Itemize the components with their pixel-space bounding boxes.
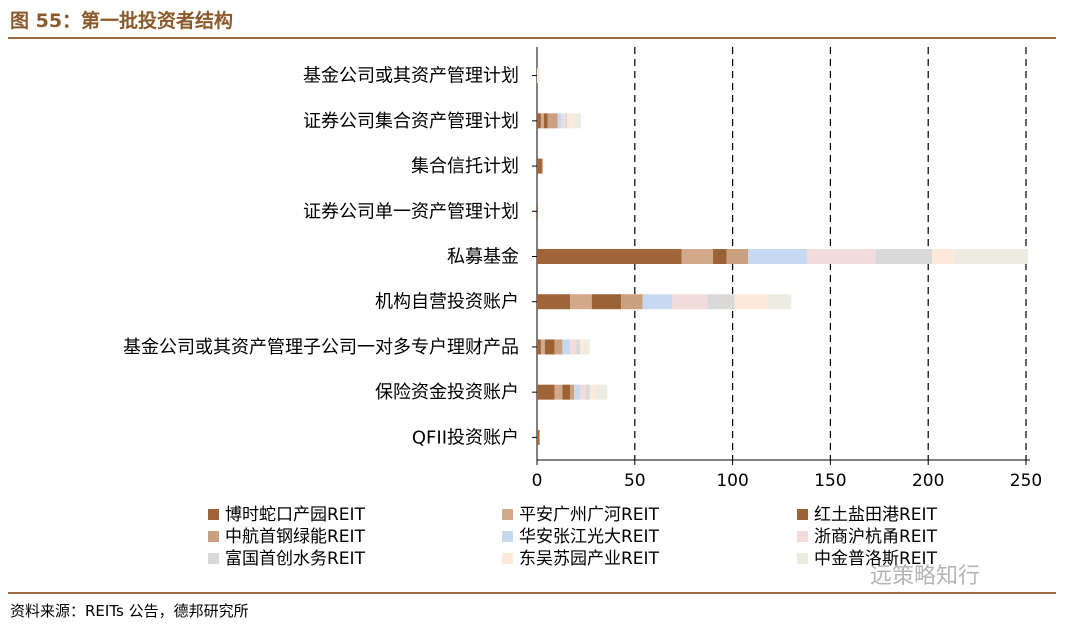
bar-seg-c5-s6: [707, 294, 735, 310]
bar-seg-c7-s2: [562, 384, 571, 400]
bar-seg-c5-s5: [671, 294, 708, 310]
source-note: 资料来源：REITs 公告，德邦研究所: [10, 602, 249, 620]
legend-swatch-7: [502, 553, 513, 564]
bar-seg-c1-s2: [543, 113, 548, 129]
bar-seg-c4-s5: [806, 249, 876, 264]
category-label-6: 基金公司或其资产管理子公司一对多专户理财产品: [123, 337, 519, 358]
bar-seg-c4-s1: [681, 249, 714, 264]
bar-seg-c7-s5: [580, 384, 586, 400]
legend-label-6: 富国首创水务REIT: [225, 549, 366, 569]
x-tick-label-150: 150: [814, 471, 846, 491]
bar-seg-c4-s2: [713, 249, 727, 264]
bar-seg-c6-s0: [537, 339, 541, 355]
bar-seg-c5-s8: [767, 294, 792, 310]
legend-swatch-3: [208, 531, 219, 542]
category-label-8: QFII投资账户: [412, 427, 519, 448]
bar-seg-c6-s5: [570, 339, 577, 355]
top-rule: [8, 37, 1056, 39]
legend-label-2: 红土盐田港REIT: [814, 505, 938, 525]
bar-seg-c7-s7: [589, 384, 596, 400]
category-label-4: 私募基金: [447, 247, 519, 268]
legend-swatch-4: [502, 531, 513, 542]
bar-seg-c6-s3: [554, 339, 563, 355]
bar-seg-c6-s1: [540, 339, 545, 355]
bar-seg-c5-s2: [591, 294, 622, 310]
bar-seg-c7-s1: [554, 384, 563, 400]
x-tick-label-100: 100: [716, 471, 748, 491]
bar-seg-c6-s8: [583, 339, 590, 355]
bar-seg-c4-s0: [537, 249, 682, 264]
bar-seg-c1-s5: [561, 113, 566, 129]
bar-seg-c1-s6: [565, 113, 568, 129]
legend-swatch-5: [797, 531, 808, 542]
bar-seg-c6-s2: [544, 339, 555, 355]
bar-seg-c8-s2: [538, 429, 540, 445]
x-tick-label-200: 200: [912, 471, 944, 491]
bar-seg-c4-s6: [875, 249, 933, 264]
bar-seg-c7-s0: [537, 384, 555, 400]
bar-seg-c0-s7: [537, 68, 540, 84]
legend-swatch-0: [208, 509, 219, 520]
bar-seg-c7-s4: [574, 384, 581, 400]
bar-seg-c8-s0: [537, 429, 539, 445]
watermark: 远策略知行: [870, 564, 981, 589]
bar-seg-c4-s8: [953, 249, 1028, 264]
bar-seg-c1-s0: [537, 113, 541, 129]
bottom-rule: [8, 592, 1056, 594]
category-label-7: 保险资金投资账户: [375, 382, 519, 403]
bar-seg-c2-s2: [539, 158, 542, 174]
bar-seg-c5-s4: [642, 294, 672, 310]
bar-seg-c2-s0: [537, 158, 540, 174]
legend-label-8: 中金普洛斯REIT: [814, 549, 938, 569]
legend-label-7: 东吴苏园产业REIT: [519, 549, 660, 569]
bar-seg-c6-s6: [576, 339, 581, 355]
bar-seg-c4-s3: [726, 249, 749, 264]
bar-seg-c4-s4: [748, 249, 807, 264]
legend-label-0: 博时蛇口产园REIT: [225, 505, 366, 525]
bar-seg-c4-s7: [932, 249, 954, 264]
legend-label-4: 华安张江光大REIT: [519, 527, 660, 547]
legend-swatch-2: [797, 509, 808, 520]
bar-seg-c5-s3: [621, 294, 643, 310]
bar-seg-c6-s4: [562, 339, 571, 355]
bar-seg-c5-s7: [734, 294, 768, 310]
bar-seg-c1-s7: [567, 113, 574, 129]
category-label-5: 机构自营投资账户: [375, 292, 519, 313]
legend-label-1: 平安广州广河REIT: [519, 505, 660, 525]
bar-seg-c2-s3: [541, 158, 543, 174]
bar-seg-c6-s7: [580, 339, 584, 355]
bar-seg-c1-s3: [547, 113, 558, 129]
category-label-1: 证券公司集合资产管理计划: [303, 111, 519, 132]
bar-seg-c3-s2: [537, 203, 538, 219]
bar-seg-c1-s4: [557, 113, 562, 129]
legend-label-5: 浙商沪杭甬REIT: [814, 527, 938, 547]
x-tick-label-0: 0: [532, 471, 543, 491]
legend-swatch-6: [208, 553, 219, 564]
bar-seg-c5-s1: [570, 294, 592, 310]
category-label-3: 证券公司单一资产管理计划: [303, 201, 519, 222]
x-tick-label-250: 250: [1010, 471, 1042, 491]
bar-seg-c1-s1: [540, 113, 544, 129]
legend-label-3: 中航首钢绿能REIT: [225, 527, 366, 547]
x-tick-label-50: 50: [624, 471, 646, 491]
bar-seg-c7-s3: [570, 384, 575, 400]
bar-seg-c5-s0: [537, 294, 571, 310]
bar-seg-c7-s6: [585, 384, 590, 400]
figure-title: 图 55：第一批投资者结构: [10, 10, 234, 32]
category-label-2: 集合信托计划: [411, 156, 519, 177]
bar-seg-c1-s8: [573, 113, 582, 129]
legend-swatch-8: [797, 553, 808, 564]
legend-swatch-1: [502, 509, 513, 520]
category-label-0: 基金公司或其资产管理计划: [303, 66, 519, 87]
bar-seg-c7-s8: [595, 384, 608, 400]
